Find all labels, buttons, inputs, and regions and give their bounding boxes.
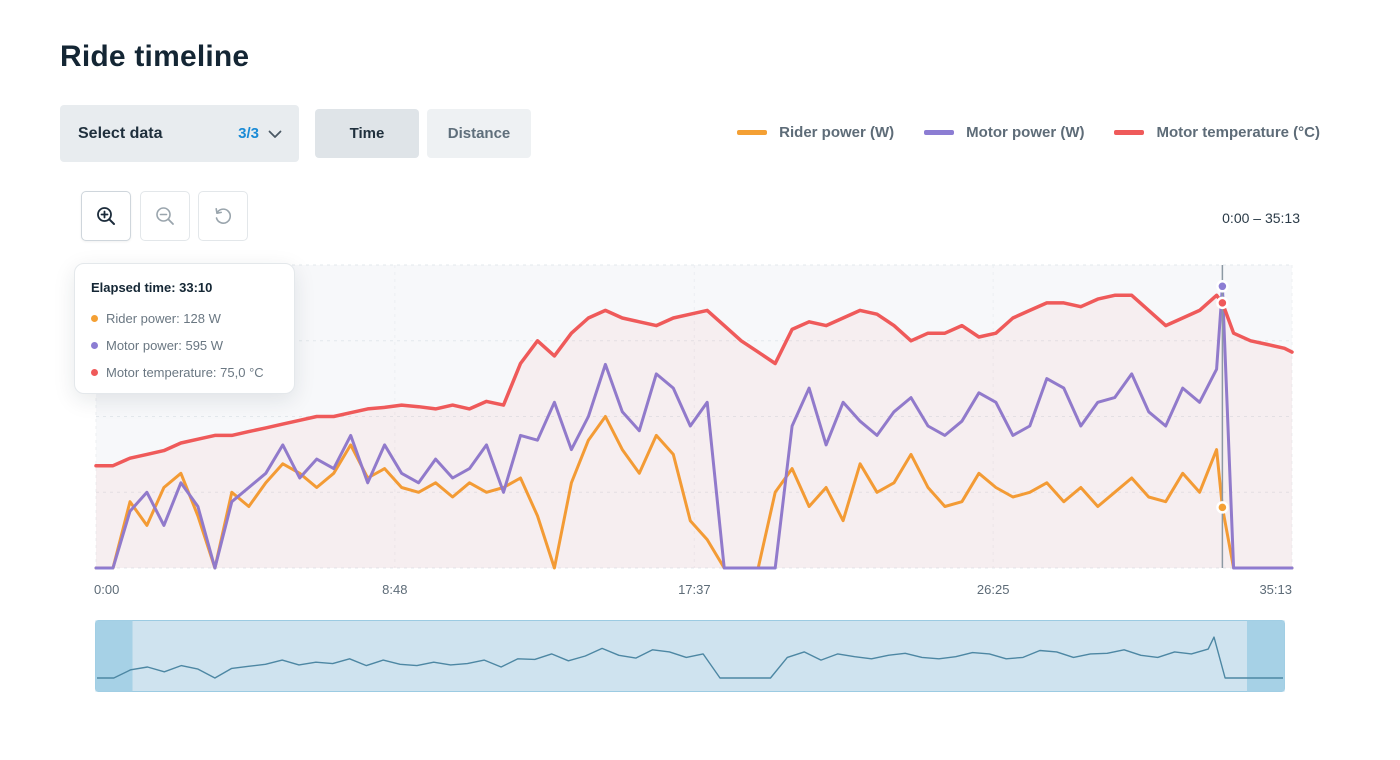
zoom-in-icon bbox=[97, 207, 115, 225]
zoom-in-button[interactable] bbox=[81, 191, 131, 241]
tooltip-dot-motor-power bbox=[91, 342, 98, 349]
timeline-chart[interactable]: 0:00 8:48 17:37 26:25 35:13 bbox=[0, 0, 1400, 610]
legend-swatch-rider-power bbox=[737, 130, 768, 135]
navigator-series-line bbox=[97, 636, 1283, 679]
navigator-left-handle[interactable] bbox=[95, 620, 133, 692]
cursor-marker-motor-power bbox=[1216, 280, 1229, 293]
tooltip-row-motor-temperature: Motor temperature: 75,0 °C bbox=[91, 359, 278, 386]
legend-swatch-motor-power bbox=[924, 130, 955, 135]
series-line-motor-power bbox=[94, 284, 1294, 570]
tooltip-row-rider-power: Rider power: 128 W bbox=[91, 305, 278, 332]
x-tick-label: 0:00 bbox=[94, 582, 119, 597]
chevron-down-icon bbox=[268, 130, 282, 138]
legend-item-motor-temperature[interactable]: Motor temperature (°C) bbox=[1114, 124, 1320, 141]
select-data-dropdown[interactable]: Select data 3/3 bbox=[60, 105, 299, 162]
x-tick-label: 8:48 bbox=[382, 582, 407, 597]
zoom-out-button[interactable] bbox=[140, 191, 190, 241]
tooltip-dot-motor-temperature bbox=[91, 369, 98, 376]
legend-swatch-motor-temperature bbox=[1114, 130, 1145, 135]
legend-item-rider-power[interactable]: Rider power (W) bbox=[737, 124, 894, 141]
legend-label-rider-power: Rider power (W) bbox=[779, 124, 895, 141]
tooltip-dot-rider-power bbox=[91, 315, 98, 322]
cursor-marker-rider-power bbox=[1216, 501, 1229, 514]
tooltip-value-motor-power: Motor power: 595 W bbox=[106, 338, 224, 353]
series-line-rider-power bbox=[94, 415, 1294, 570]
x-tick-label: 26:25 bbox=[977, 582, 1010, 597]
distance-toggle-button[interactable]: Distance bbox=[427, 109, 531, 158]
chart-tooltip: Elapsed time: 33:10 Rider power: 128 W M… bbox=[74, 263, 295, 394]
reset-zoom-button[interactable] bbox=[198, 191, 248, 241]
navigator-right-handle[interactable] bbox=[1247, 620, 1285, 692]
tooltip-row-motor-power: Motor power: 595 W bbox=[91, 332, 278, 359]
zoom-out-icon bbox=[156, 207, 174, 225]
series-area-motor-temperature bbox=[96, 295, 1292, 568]
series-line-motor-temperature bbox=[94, 293, 1294, 468]
legend-item-motor-power[interactable]: Motor power (W) bbox=[924, 124, 1084, 141]
range-navigator[interactable] bbox=[95, 620, 1285, 692]
visible-range-label: 0:00 – 35:13 bbox=[1222, 210, 1300, 226]
tooltip-value-rider-power: Rider power: 128 W bbox=[106, 311, 221, 326]
tooltip-title: Elapsed time: 33:10 bbox=[91, 280, 213, 295]
legend-label-motor-power: Motor power (W) bbox=[966, 124, 1085, 141]
legend-label-motor-temperature: Motor temperature (°C) bbox=[1156, 124, 1320, 141]
select-data-label: Select data bbox=[78, 124, 163, 142]
page-title: Ride timeline bbox=[60, 40, 250, 73]
x-tick-label: 17:37 bbox=[678, 582, 711, 597]
reset-icon bbox=[215, 208, 232, 224]
chart-legend: Rider power (W) Motor power (W) Motor te… bbox=[737, 124, 1320, 141]
x-tick-label: 35:13 bbox=[1259, 582, 1292, 597]
cursor-marker-motor-temperature bbox=[1216, 296, 1229, 310]
selected-count: 3/3 bbox=[238, 125, 259, 142]
time-toggle-button[interactable]: Time bbox=[315, 109, 419, 158]
tooltip-value-motor-temperature: Motor temperature: 75,0 °C bbox=[106, 365, 264, 380]
